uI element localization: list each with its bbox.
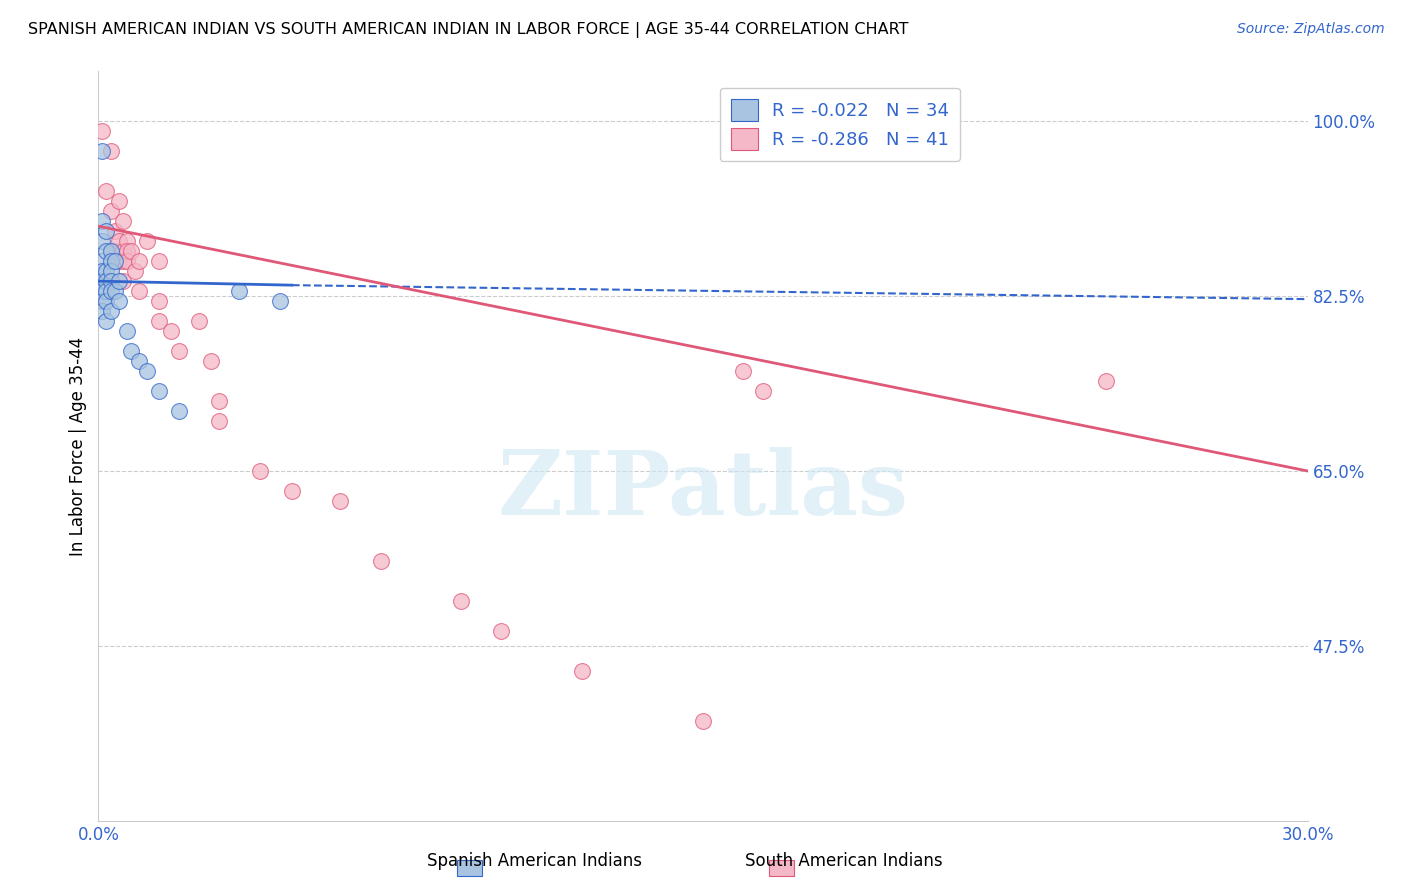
- Point: [111, 214, 134, 228]
- Point: [100, 264, 122, 278]
- Point: [96, 184, 118, 198]
- Point: [96, 314, 118, 328]
- Point: [107, 254, 129, 268]
- Point: [115, 244, 138, 259]
- Point: [91, 254, 114, 268]
- Point: [100, 284, 122, 298]
- Text: South American Indians: South American Indians: [745, 852, 942, 870]
- Point: [100, 304, 122, 318]
- Point: [115, 324, 138, 338]
- Point: [96, 224, 118, 238]
- Point: [111, 254, 134, 268]
- Point: [91, 264, 114, 278]
- Point: [188, 314, 211, 328]
- Point: [135, 364, 157, 378]
- Point: [91, 284, 114, 298]
- Point: [128, 284, 150, 298]
- Point: [91, 234, 114, 248]
- Point: [115, 254, 138, 268]
- Point: [111, 244, 134, 259]
- Point: [91, 294, 114, 309]
- Point: [96, 294, 118, 309]
- Text: Source: ZipAtlas.com: Source: ZipAtlas.com: [1237, 22, 1385, 37]
- Point: [370, 554, 392, 568]
- Point: [107, 194, 129, 209]
- Point: [96, 284, 118, 298]
- Point: [103, 224, 125, 238]
- Point: [167, 404, 190, 418]
- Point: [103, 244, 125, 259]
- Point: [107, 234, 129, 248]
- Point: [167, 344, 190, 359]
- Point: [100, 145, 122, 159]
- Point: [1095, 374, 1118, 388]
- Point: [208, 394, 231, 409]
- Text: SPANISH AMERICAN INDIAN VS SOUTH AMERICAN INDIAN IN LABOR FORCE | AGE 35-44 CORR: SPANISH AMERICAN INDIAN VS SOUTH AMERICA…: [28, 22, 908, 38]
- Point: [124, 264, 146, 278]
- Point: [107, 274, 129, 288]
- Point: [128, 354, 150, 368]
- Point: [692, 714, 714, 728]
- Text: ZIPatlas: ZIPatlas: [498, 448, 908, 534]
- Point: [96, 274, 118, 288]
- Point: [100, 204, 122, 219]
- Point: [120, 344, 142, 359]
- Point: [96, 244, 118, 259]
- Text: Spanish American Indians: Spanish American Indians: [427, 852, 641, 870]
- Point: [103, 254, 125, 268]
- Point: [103, 284, 125, 298]
- Point: [269, 294, 291, 309]
- Point: [249, 464, 271, 478]
- Point: [115, 234, 138, 248]
- Point: [491, 624, 513, 638]
- Legend: R = -0.022   N = 34, R = -0.286   N = 41: R = -0.022 N = 34, R = -0.286 N = 41: [720, 88, 960, 161]
- Point: [100, 274, 122, 288]
- Point: [148, 384, 170, 398]
- Point: [91, 214, 114, 228]
- Point: [733, 364, 755, 378]
- Point: [228, 284, 250, 298]
- Point: [160, 324, 183, 338]
- Point: [450, 594, 472, 608]
- Point: [135, 234, 157, 248]
- Point: [91, 124, 114, 138]
- Y-axis label: In Labor Force | Age 35-44: In Labor Force | Age 35-44: [69, 336, 87, 556]
- Point: [107, 294, 129, 309]
- Point: [91, 274, 114, 288]
- Point: [752, 384, 775, 398]
- Point: [148, 254, 170, 268]
- Point: [148, 294, 170, 309]
- Point: [208, 414, 231, 428]
- Point: [571, 664, 593, 678]
- Point: [100, 244, 122, 259]
- Point: [100, 254, 122, 268]
- Point: [329, 494, 352, 508]
- Point: [96, 264, 118, 278]
- Point: [200, 354, 222, 368]
- Point: [148, 314, 170, 328]
- Point: [281, 483, 304, 498]
- Point: [91, 145, 114, 159]
- Point: [120, 244, 142, 259]
- Point: [111, 274, 134, 288]
- Point: [128, 254, 150, 268]
- Point: [91, 304, 114, 318]
